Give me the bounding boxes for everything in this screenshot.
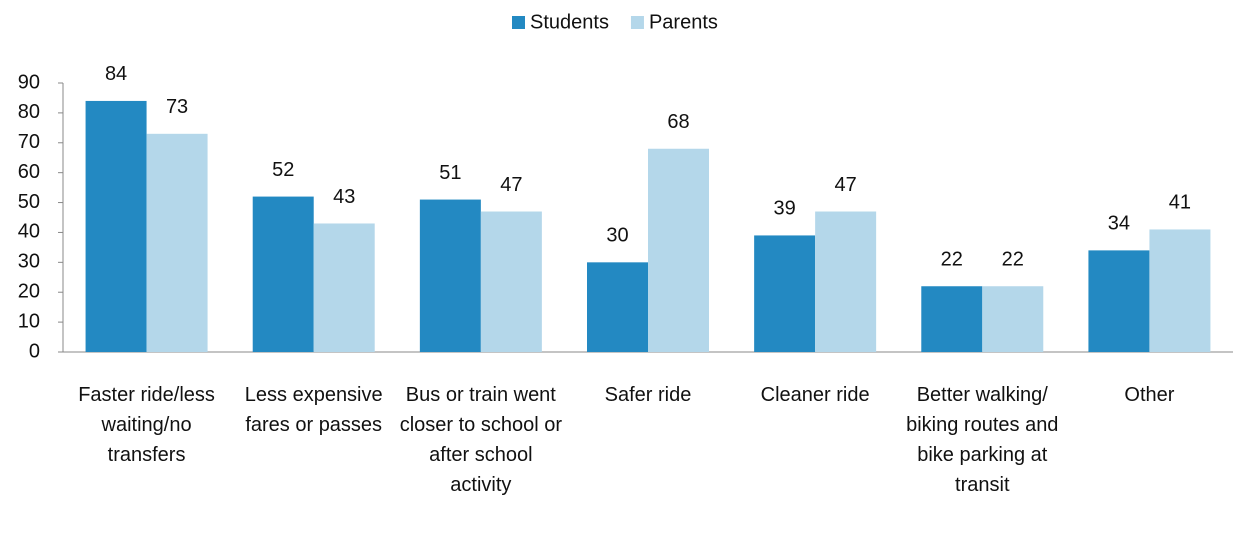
y-tick-label: 90 [18,71,40,93]
x-tick-label: Cleaner ride [760,384,870,406]
bar [815,211,877,352]
bar [754,235,816,352]
x-tick-label: Better walking/ biking routes and bike p… [906,384,1059,496]
data-label: 43 [333,186,355,208]
legend-label: Students [530,11,609,33]
y-tick-label: 80 [18,101,40,123]
y-tick-label: 70 [18,131,40,153]
legend-swatch [512,16,525,29]
bar [85,100,147,352]
x-tick-label: Safer ride [604,384,692,406]
data-label: 68 [667,111,689,133]
data-label: 51 [439,162,461,184]
bar [419,199,481,352]
y-tick-label: 10 [18,310,40,332]
bar [1088,250,1150,352]
x-tick-label: Less expensive fares or passes [244,384,383,436]
bar [921,286,983,352]
data-label: 41 [1169,192,1191,214]
bar [648,148,709,352]
data-label: 47 [500,174,522,196]
bar [982,286,1044,352]
y-tick-label: 50 [18,191,40,213]
bar [480,211,542,352]
x-tick-label: Bus or train went closer to school or af… [399,384,562,496]
data-label: 34 [1108,213,1130,235]
data-label: 39 [774,198,796,220]
bar [252,196,314,352]
data-label: 84 [105,63,127,85]
y-tick-label: 20 [18,281,40,303]
data-label: 22 [941,249,963,271]
data-label: 47 [835,174,857,196]
legend-label: Parents [649,11,718,33]
bar [146,133,208,352]
bar [587,262,648,352]
bar [313,223,375,352]
y-tick-label: 30 [18,251,40,273]
data-label: 52 [272,159,294,181]
x-tick-label: Other [1124,384,1175,406]
legend-swatch [630,16,644,29]
data-label: 22 [1002,249,1024,271]
data-label: 30 [606,225,628,247]
data-label: 73 [166,96,188,118]
y-tick-label: 40 [18,221,40,243]
x-tick-label: Faster ride/less waiting/no transfers [78,384,215,466]
y-tick-label: 60 [18,161,40,183]
bar [1149,229,1211,352]
y-tick-label: 0 [29,340,40,362]
